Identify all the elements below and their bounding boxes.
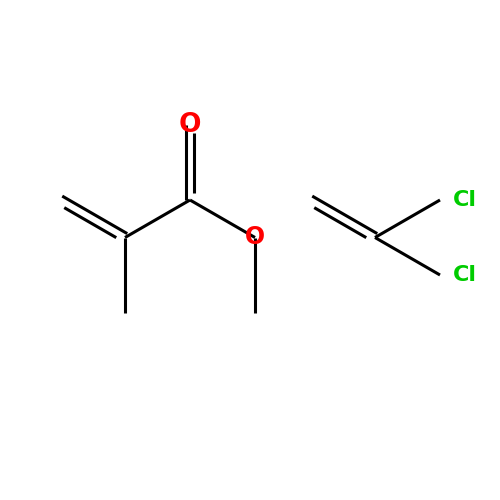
- Text: Cl: Cl: [452, 265, 476, 285]
- Text: O: O: [179, 112, 201, 138]
- Text: Cl: Cl: [452, 190, 476, 210]
- Text: O: O: [245, 226, 265, 250]
